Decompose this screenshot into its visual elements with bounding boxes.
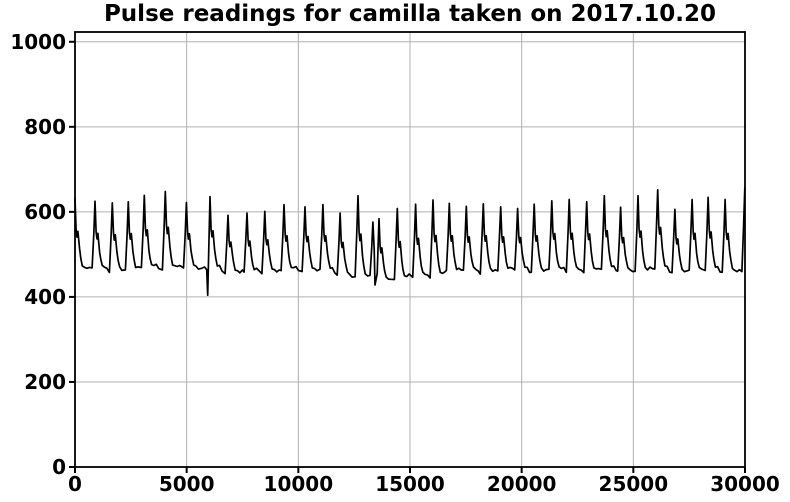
x-tick-label: 15000 xyxy=(375,472,445,496)
x-tick-label: 10000 xyxy=(264,472,334,496)
y-tick-label: 200 xyxy=(24,370,66,394)
chart-title: Pulse readings for camilla taken on 2017… xyxy=(103,1,717,27)
x-tick-label: 25000 xyxy=(599,472,669,496)
x-tick-label: 0 xyxy=(68,472,82,496)
x-tick-label: 30000 xyxy=(710,472,780,496)
y-tick-label: 800 xyxy=(24,115,66,139)
pulse-series-line xyxy=(74,187,746,297)
y-tick-label: 400 xyxy=(24,285,66,309)
y-tick-label: 1000 xyxy=(10,30,66,54)
x-tick-label: 5000 xyxy=(159,472,215,496)
y-tick-label: 600 xyxy=(24,200,66,224)
y-tick-label: 0 xyxy=(52,455,66,479)
x-tick-label: 20000 xyxy=(487,472,557,496)
